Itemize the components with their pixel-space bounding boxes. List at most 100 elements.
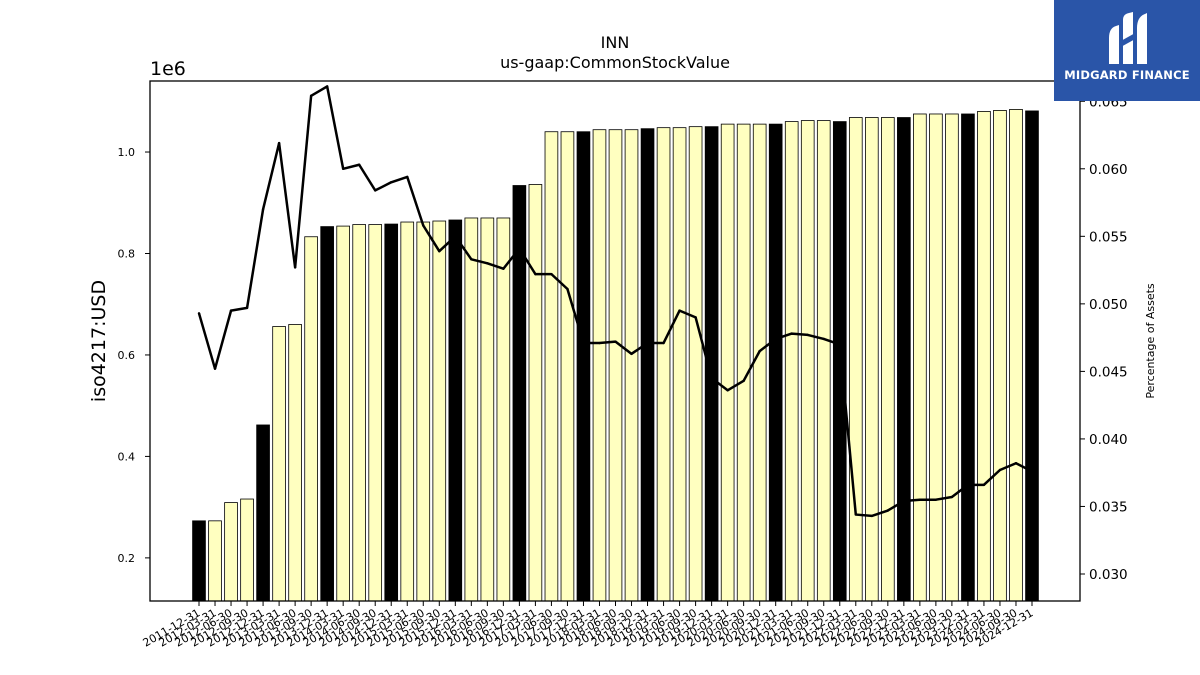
line-point [341,167,345,170]
chart-title: INN [601,33,630,52]
bar [608,129,623,602]
line-point [774,337,777,341]
line-point [261,208,265,211]
bar [320,226,334,602]
line-point [742,379,745,383]
y-tick-label: 0.4 [118,450,136,463]
line-point [966,483,970,487]
y2-axis-label: Percentage of Assets [1144,283,1157,399]
line-point [197,312,201,315]
brand-name: MIDGARD FINANCE [1064,68,1190,82]
line-point [758,349,761,353]
line-point [486,262,489,265]
bar [384,223,399,602]
bar [929,113,943,602]
bar [768,123,783,602]
line-point [422,224,425,227]
y2-tick-label: 0.040 [1089,432,1128,448]
bar [865,117,879,602]
bar [640,128,655,602]
line-point [598,341,601,345]
y2-tick-label: 0.055 [1089,229,1128,245]
bar [592,129,607,602]
line-point [534,272,537,276]
y-offset-label: 1e6 [150,58,186,80]
bar [400,221,415,602]
bar [576,131,591,602]
bar [913,113,927,602]
brand-logo: MIDGARD FINANCE [1054,0,1200,101]
chart-subtitle: us-gaap:CommonStockValue [500,53,730,72]
bar [945,113,959,602]
line-point [918,498,922,501]
line-point [309,94,313,98]
bar [977,111,991,602]
y-tick-label: 0.6 [118,349,136,362]
line-point [678,309,681,312]
bar [560,131,575,602]
line-point [790,332,793,335]
line-point [229,309,233,312]
line-point [630,352,633,356]
line-point [854,513,857,516]
bar [897,117,911,602]
line-point [293,266,297,269]
bar [208,520,222,602]
bar [752,123,767,602]
line-point [870,514,874,518]
y-tick-label: 0.8 [118,247,136,260]
line-point [325,85,329,88]
line-point [582,341,585,345]
line-point [822,337,825,341]
bar [224,502,238,602]
bar [656,127,671,602]
y2-tick-label: 0.035 [1089,499,1128,515]
bar [1025,110,1039,602]
bar [720,123,735,602]
y-tick-label: 1.0 [118,146,136,159]
midgard-mark-icon [1109,12,1147,64]
line-point [374,189,377,192]
line-point [982,483,986,487]
line-point [1030,470,1034,473]
line-point [1014,462,1018,465]
line-point [390,181,393,184]
line-point [806,333,809,337]
bar [192,520,206,602]
line-point [213,367,217,370]
bar [416,221,431,602]
line-point [502,267,505,270]
y-axis-label: iso4217:USD [88,280,110,402]
bar [448,219,463,602]
bar [256,424,270,602]
line-point [838,343,841,346]
bar [352,224,366,602]
bar [993,110,1007,602]
bar [288,324,302,602]
bar [480,217,495,602]
bar [736,123,751,602]
line-point [662,341,665,345]
bar [800,120,815,602]
bar [336,225,350,602]
bar [848,117,863,602]
bar [688,126,703,602]
line-point [357,163,361,166]
line-point [726,389,729,392]
line-point [550,272,553,276]
line-point [934,498,938,501]
line-point [710,376,713,380]
bar [304,236,318,602]
y2-tick-label: 0.050 [1089,297,1128,313]
bar [432,220,447,602]
line-point [518,247,521,250]
line-point [277,141,281,145]
line-point [646,341,649,345]
line-point [902,499,906,503]
bar [240,498,254,602]
bar [816,120,831,602]
bar [368,224,383,602]
line-point [245,306,249,310]
line-point [998,468,1002,472]
